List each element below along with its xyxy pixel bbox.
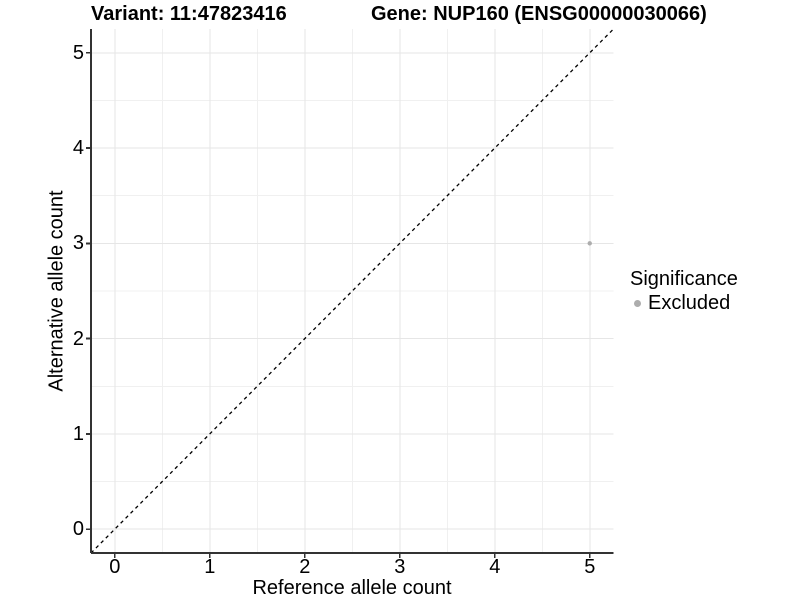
x-tick-label: 4 [489, 556, 501, 578]
legend-title: Significance [630, 268, 738, 290]
legend-item-label: Excluded [648, 292, 731, 314]
y-tick-label: 1 [72, 422, 84, 445]
legend-item-excluded: Excluded [630, 292, 738, 314]
excluded-key-dot-icon [634, 299, 641, 307]
x-tick-label: 5 [584, 556, 596, 578]
x-tick-label: 2 [299, 556, 311, 578]
x-tick-label: 1 [204, 556, 216, 578]
y-tick-label: 4 [72, 137, 84, 160]
variant-title: Variant: 11:47823416 [91, 3, 287, 25]
x-tick-label: 0 [109, 556, 121, 578]
y-tick-label: 0 [72, 518, 84, 541]
y-tick-label: 5 [72, 41, 84, 64]
x-axis-title: Reference allele count [252, 577, 452, 599]
gene-title: Gene: NUP160 (ENSG00000030066) [371, 3, 707, 25]
legend: Significance Excluded [630, 268, 738, 314]
y-axis-title: Alternative allele count [45, 190, 68, 392]
y-tick-label: 3 [72, 232, 84, 255]
y-tick-label: 2 [72, 327, 84, 350]
x-tick-label: 3 [394, 556, 406, 578]
identity-line [91, 29, 614, 553]
data-point [587, 241, 592, 246]
